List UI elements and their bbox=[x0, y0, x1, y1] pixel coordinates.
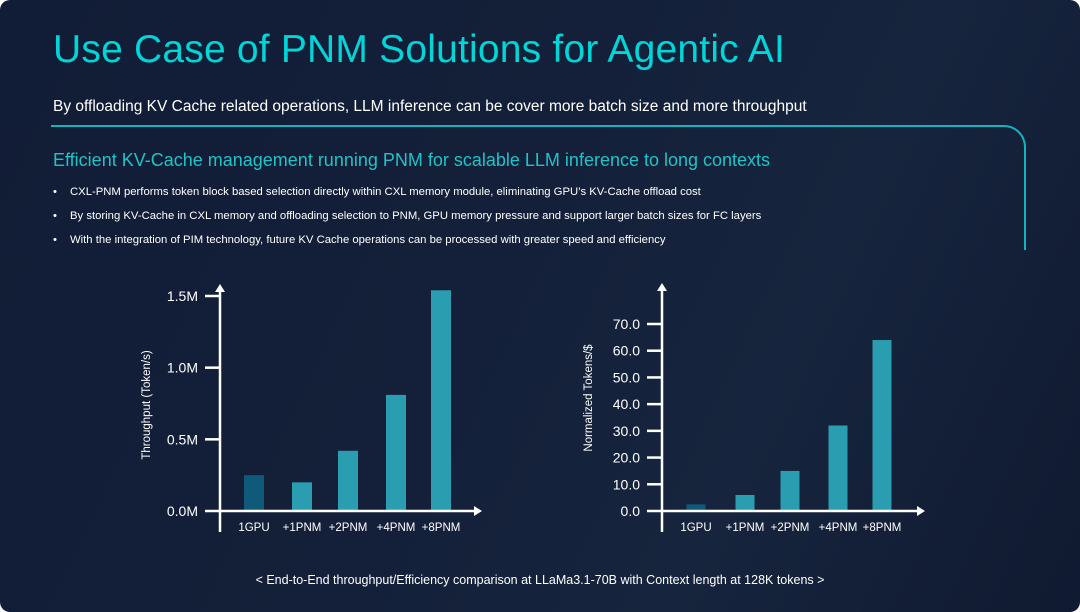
y-tick-label: 30.0 bbox=[613, 423, 640, 439]
x-tick-label: 1GPU bbox=[680, 522, 711, 534]
section-heading: Efficient KV-Cache management running PN… bbox=[53, 150, 771, 170]
bullet-text: With the integration of PIM technology, … bbox=[70, 234, 666, 246]
x-tick-label: +8PNM bbox=[422, 522, 461, 534]
bar-chart-2: 1GPU +1PNM +2PNM +4PNM +8PNM 0.0 10.0 20.0 30.0 4… bbox=[583, 283, 925, 534]
bar-chart-1: 1GPU +1PNM +2PNM +4PNM +8PNM 0.0M 0.5M 1.0M 1.5M… bbox=[141, 284, 482, 534]
y-tick-label: 50.0 bbox=[613, 369, 640, 385]
bullet-item: • With the integration of PIM technology,… bbox=[53, 234, 761, 258]
bar-plus-1pnm bbox=[735, 494, 755, 510]
bullet-icon: • bbox=[53, 210, 57, 222]
x-tick-label: +2PNM bbox=[329, 522, 368, 534]
bar-plus-4pnm bbox=[386, 394, 406, 510]
y-axis-label: Normalized Tokens/$ bbox=[583, 344, 595, 452]
bullet-text: By storing KV-Cache in CXL memory and of… bbox=[70, 210, 762, 222]
bar-plus-1pnm bbox=[292, 482, 312, 510]
y-tick-label: 0.0 bbox=[621, 503, 641, 519]
x-tick-label: +1PNM bbox=[726, 522, 765, 534]
slide-subtitle: By offloading KV Cache related operation… bbox=[53, 98, 807, 115]
x-tick-label: 1GPU bbox=[238, 522, 269, 534]
bullet-item: • By storing KV-Cache in CXL memory and o… bbox=[53, 210, 761, 234]
y-tick-label: 10.0 bbox=[613, 476, 640, 492]
bar-plus-2pnm bbox=[780, 470, 800, 510]
y-tick-label: 0.5M bbox=[167, 431, 198, 447]
y-tick-label: 40.0 bbox=[613, 396, 640, 412]
figure-caption: < End-to-End throughput/Efficiency compa… bbox=[255, 573, 825, 587]
bullet-item: • CXL-PNM performs token block based sele… bbox=[53, 186, 761, 210]
x-tick-label: +2PNM bbox=[771, 522, 810, 534]
x-axis-arrow-icon bbox=[917, 506, 925, 516]
y-tick-label: 20.0 bbox=[613, 450, 640, 466]
x-tick-label: +8PNM bbox=[863, 522, 902, 534]
bar-plus-4pnm bbox=[828, 425, 848, 510]
y-axis-arrow-icon bbox=[215, 284, 225, 292]
y-tick-label: 70.0 bbox=[613, 316, 640, 332]
bullet-list: • CXL-PNM performs token block based sele… bbox=[53, 186, 761, 258]
bar-1gpu bbox=[244, 475, 264, 510]
bar-plus-2pnm bbox=[338, 450, 358, 510]
x-axis-arrow-icon bbox=[474, 506, 482, 516]
y-tick-label: 1.5M bbox=[167, 288, 198, 304]
y-tick-label: 0.0M bbox=[167, 503, 198, 519]
slide-title: Use Case of PNM Solutions for Agentic AI bbox=[53, 28, 786, 71]
y-tick-label: 1.0M bbox=[167, 360, 198, 376]
bar-plus-8pnm bbox=[431, 290, 451, 510]
bullet-icon: • bbox=[53, 234, 57, 246]
x-tick-label: +4PNM bbox=[819, 522, 858, 534]
bullet-text: CXL-PNM performs token block based selec… bbox=[70, 186, 701, 198]
bar-plus-8pnm bbox=[872, 340, 892, 510]
y-tick-label: 60.0 bbox=[613, 343, 640, 359]
x-tick-label: +1PNM bbox=[283, 522, 322, 534]
x-tick-label: +4PNM bbox=[377, 522, 416, 534]
y-axis-label: Throughput (Token/s) bbox=[141, 350, 153, 459]
bar-1gpu bbox=[686, 504, 706, 510]
bullet-icon: • bbox=[53, 186, 57, 198]
accent-frame-line bbox=[51, 125, 1026, 250]
y-axis-arrow-icon bbox=[657, 283, 667, 291]
